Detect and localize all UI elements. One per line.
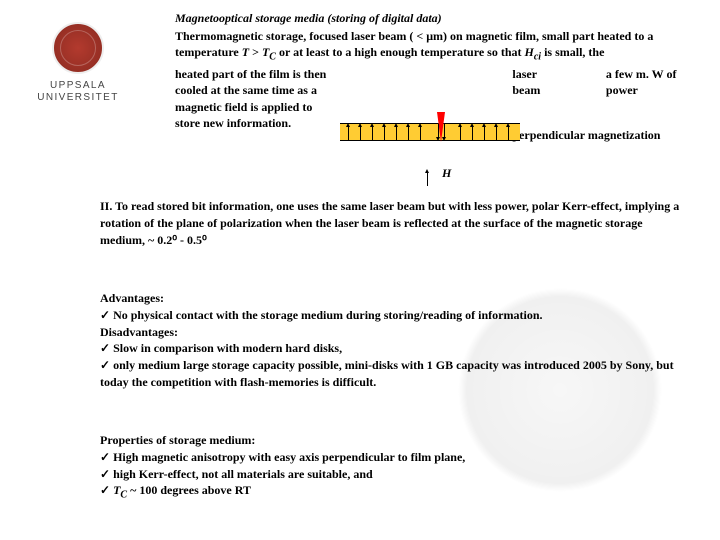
adv-heading: Advantages:: [100, 290, 684, 307]
university-name-2: UNIVERSITET: [28, 92, 128, 104]
up-arrow-icon: [348, 126, 349, 140]
advantages-section: Advantages: ✓ No physical contact with t…: [100, 290, 684, 391]
main-content: Magnetooptical storage media (storing of…: [175, 10, 702, 143]
prop-3: TC ~ 100 degrees above RT: [113, 483, 251, 497]
prop-2: high Kerr-effect, not all materials are …: [113, 467, 373, 481]
check-icon: ✓: [100, 341, 110, 355]
h-field-arrow-icon: [427, 172, 428, 186]
check-icon: ✓: [100, 450, 110, 464]
university-logo: UPPSALA UNIVERSITET: [28, 22, 128, 104]
slide-title: Magnetooptical storage media (storing of…: [175, 10, 702, 26]
check-icon: ✓: [100, 308, 110, 322]
film-diagram: [340, 112, 520, 148]
up-arrow-icon: [420, 126, 421, 140]
left-paragraph: heated part of the film is then cooled a…: [175, 66, 329, 131]
up-arrow-icon: [372, 126, 373, 140]
up-arrow-icon: [384, 126, 385, 140]
film-bar: [340, 123, 520, 141]
intro-text: Thermomagnetic storage, focused laser be…: [175, 28, 702, 64]
down-arrow-icon: [438, 124, 439, 138]
check-icon: ✓: [100, 467, 110, 481]
up-arrow-icon: [460, 126, 461, 140]
read-section: II. To read stored bit information, one …: [100, 198, 684, 248]
disadv-heading: Disadvantages:: [100, 324, 684, 341]
laser-label: laser beam: [512, 66, 558, 98]
seal-icon: [52, 22, 104, 74]
read-text: II. To read stored bit information, one …: [100, 199, 679, 247]
properties-section: Properties of storage medium: ✓ High mag…: [100, 432, 684, 503]
h-field-label: H: [442, 165, 451, 181]
disadv-2: only medium large storage capacity possi…: [100, 358, 674, 389]
up-arrow-icon: [408, 126, 409, 140]
up-arrow-icon: [496, 126, 497, 140]
check-icon: ✓: [100, 358, 110, 372]
perp-label: perpendicular magnetization: [512, 127, 702, 143]
power-label: a few m. W of power: [606, 66, 702, 98]
prop-1: High magnetic anisotropy with easy axis …: [113, 450, 465, 464]
up-arrow-icon: [396, 126, 397, 140]
check-icon: ✓: [100, 483, 110, 497]
prop-heading: Properties of storage medium:: [100, 432, 684, 449]
up-arrow-icon: [484, 126, 485, 140]
adv-1: No physical contact with the storage med…: [113, 308, 542, 322]
up-arrow-icon: [472, 126, 473, 140]
disadv-1: Slow in comparison with modern hard disk…: [113, 341, 342, 355]
down-arrow-icon: [444, 124, 445, 138]
university-name-1: UPPSALA: [28, 80, 128, 92]
up-arrow-icon: [508, 126, 509, 140]
up-arrow-icon: [360, 126, 361, 140]
